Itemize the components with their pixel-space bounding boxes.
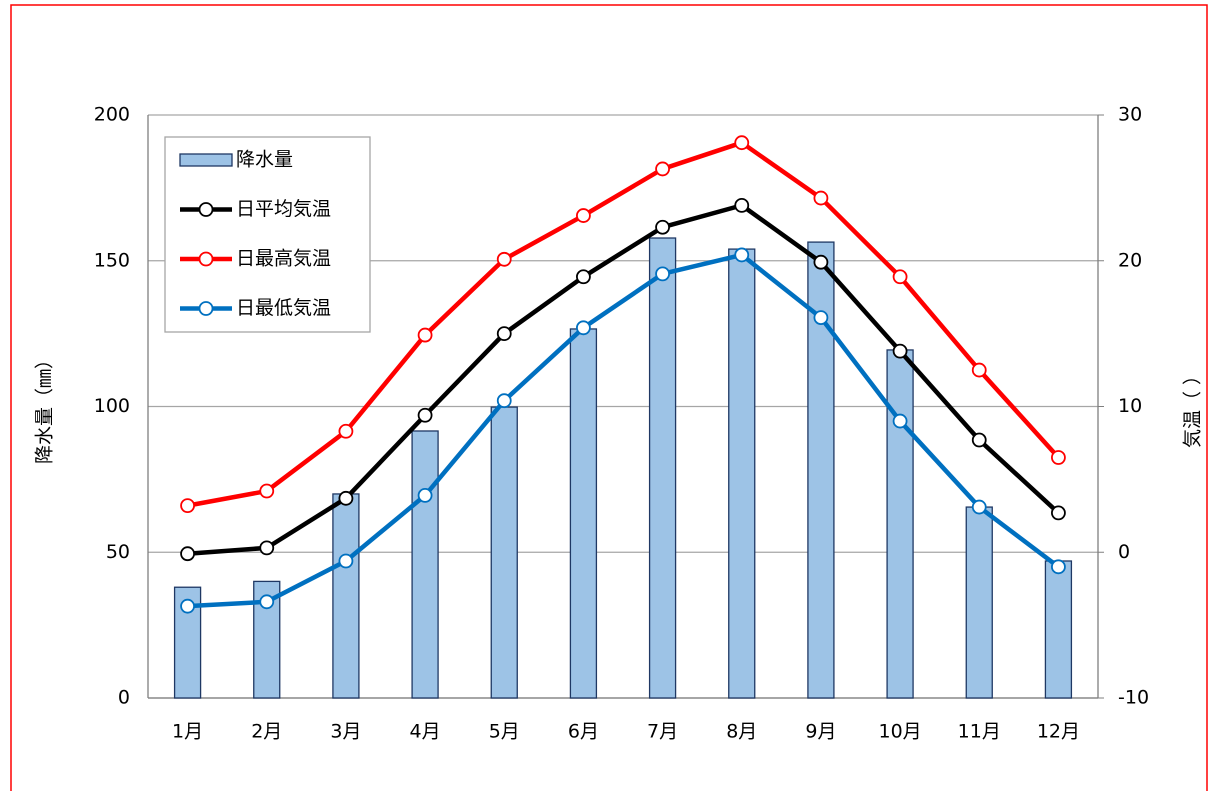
y2-tick-label: 20: [1118, 249, 1142, 271]
marker: [971, 362, 987, 378]
marker: [417, 488, 433, 503]
x-tick-label: 6月: [568, 721, 599, 743]
y2-tick-label: 0: [1118, 541, 1130, 563]
marker: [496, 326, 512, 342]
marker: [734, 135, 750, 151]
marker: [417, 407, 433, 423]
bar: [648, 237, 677, 699]
legend-marker: [198, 301, 214, 316]
legend-box: [164, 136, 371, 333]
bar: [728, 248, 756, 699]
marker: [180, 498, 195, 514]
bar: [411, 430, 439, 699]
legend-marker: [198, 202, 214, 217]
marker: [892, 343, 908, 359]
marker: [417, 327, 433, 343]
y-tick-label: 150: [94, 249, 130, 271]
marker: [259, 540, 275, 556]
marker: [734, 247, 750, 263]
x-tick-label: 10月: [878, 721, 921, 743]
bar: [490, 406, 518, 699]
legend-swatch: [179, 153, 233, 167]
marker: [971, 432, 987, 448]
marker: [180, 598, 195, 614]
x-tick-label: 7月: [647, 721, 678, 743]
marker: [1051, 559, 1066, 575]
marker: [259, 594, 275, 610]
bar: [1044, 560, 1073, 699]
legend-label: 日最低気温: [236, 297, 331, 319]
line: [187, 203, 1060, 556]
legend-marker: [198, 251, 214, 267]
marker: [971, 499, 987, 515]
legend-label: 降水量: [236, 149, 293, 171]
y2-axis-label: 気温（ ）: [1182, 366, 1204, 448]
y2-tick-label: 30: [1118, 104, 1142, 126]
bar: [332, 493, 360, 699]
x-tick-label: 2月: [251, 721, 282, 743]
x-tick-label: 4月: [410, 721, 441, 743]
legend-label: 日平均気温: [236, 198, 331, 220]
marker: [892, 269, 908, 285]
marker: [180, 546, 195, 562]
bar: [965, 506, 993, 699]
y2-tick-label: -10: [1118, 687, 1149, 709]
marker: [655, 219, 670, 235]
legend-label: 日最高気温: [236, 248, 331, 270]
x-tick-label: 5月: [489, 721, 520, 743]
marker: [338, 423, 354, 439]
marker: [813, 190, 829, 206]
marker: [813, 310, 829, 325]
line: [187, 252, 1060, 609]
marker: [576, 320, 591, 336]
marker: [576, 269, 591, 285]
marker: [338, 490, 354, 506]
y-tick-label: 200: [94, 104, 130, 126]
marker: [496, 251, 512, 267]
x-tick-label: 1月: [172, 721, 203, 743]
marker: [655, 266, 670, 282]
x-tick-label: 8月: [726, 721, 757, 743]
marker: [734, 197, 750, 213]
marker: [813, 254, 829, 270]
x-tick-label: 12月: [1037, 721, 1080, 743]
x-tick-label: 9月: [805, 721, 836, 743]
bar: [886, 349, 914, 699]
marker: [1051, 505, 1066, 521]
bar: [569, 328, 598, 699]
y-axis-label: 降水量（㎜）: [34, 350, 56, 464]
marker: [892, 413, 908, 429]
marker: [259, 483, 275, 499]
chart-border: [10, 4, 1208, 791]
y-tick-label: 50: [106, 541, 130, 563]
x-tick-label: 11月: [958, 721, 1001, 743]
marker: [496, 393, 512, 409]
y2-tick-label: 10: [1118, 395, 1142, 417]
y-tick-label: 100: [94, 395, 130, 417]
marker: [1051, 450, 1066, 465]
y-tick-label: 0: [118, 687, 130, 709]
marker: [655, 161, 670, 177]
line: [187, 140, 1061, 508]
x-tick-label: 3月: [330, 721, 361, 743]
marker: [576, 208, 591, 223]
marker: [338, 553, 354, 569]
